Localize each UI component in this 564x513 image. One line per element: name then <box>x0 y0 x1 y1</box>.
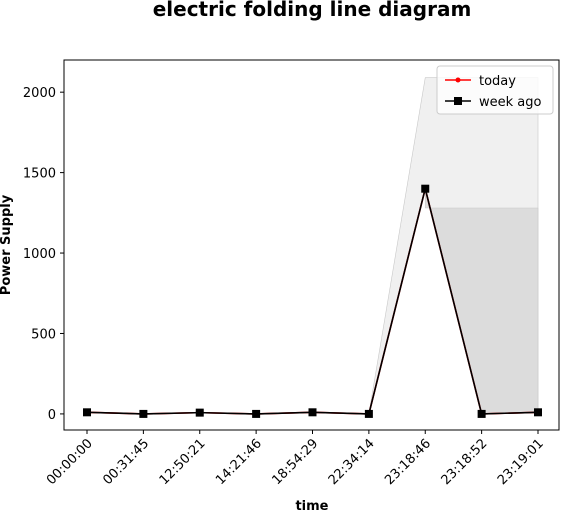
marker <box>195 408 204 417</box>
legend-marker <box>454 97 462 105</box>
marker <box>477 409 486 418</box>
x-axis-label: time <box>295 499 328 513</box>
y-tick-label: 500 <box>31 327 56 342</box>
marker <box>83 408 91 417</box>
marker <box>308 408 317 417</box>
marker <box>534 408 542 417</box>
marker <box>364 409 373 418</box>
y-tick-label: 2000 <box>23 86 56 101</box>
legend-box <box>436 65 554 115</box>
y-tick-label: 1000 <box>23 247 56 262</box>
marker <box>421 184 430 193</box>
chart-title: electric folding line diagram <box>153 0 472 21</box>
legend-marker <box>455 77 461 83</box>
legend-label: week ago <box>479 95 542 110</box>
plot-frame <box>63 59 560 431</box>
marker <box>139 409 148 418</box>
marker <box>252 409 261 418</box>
legend-label: today <box>479 74 516 89</box>
y-tick-label: 0 <box>48 408 56 423</box>
y-axis-label: Power Supply <box>0 194 14 295</box>
y-tick-label: 1500 <box>23 167 56 182</box>
